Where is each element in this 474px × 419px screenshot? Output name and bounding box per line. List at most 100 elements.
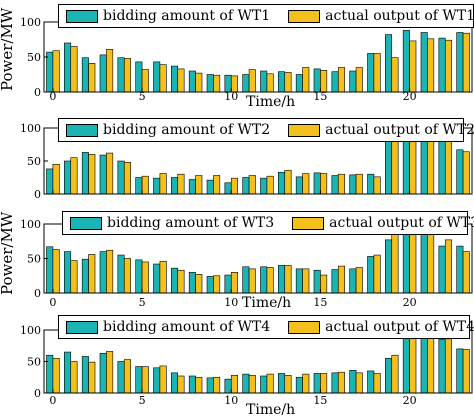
- bar-bidding-p4-h14: [295, 376, 303, 394]
- y-tick-label-p3-0: 0: [34, 287, 41, 300]
- bar-actual-p1-h0: [52, 50, 60, 93]
- bar-actual-p1-h22: [444, 39, 452, 93]
- x-tick-label-p4-20: 20: [403, 394, 417, 407]
- y-tick-label-p3-50: 50: [27, 253, 41, 266]
- bar-bidding-p2-h8: [188, 179, 196, 195]
- bar-actual-p1-h13: [284, 72, 292, 93]
- bar-actual-p1-h4: [123, 58, 131, 93]
- bar-bidding-p3-h1: [64, 251, 72, 294]
- bar-actual-p3-h15: [320, 274, 328, 294]
- bar-actual-p4-h11: [248, 375, 256, 394]
- bar-actual-p3-h10: [230, 271, 238, 294]
- bar-actual-p2-h21: [427, 132, 435, 195]
- bar-bidding-p2-h22: [438, 137, 446, 195]
- bar-actual-p1-h20: [409, 40, 417, 93]
- bar-actual-p2-h22: [444, 135, 452, 195]
- legend-label-bidding: bidding amount of WT1: [103, 8, 271, 24]
- bar-actual-p4-h1: [70, 361, 78, 394]
- bar-actual-p2-h12: [266, 175, 274, 195]
- bar-actual-p2-h1: [70, 157, 78, 195]
- bar-bidding-p2-h7: [171, 177, 179, 195]
- bar-actual-p3-h22: [444, 239, 452, 294]
- bar-bidding-p4-h5: [135, 366, 143, 394]
- bar-bidding-p2-h15: [313, 172, 321, 195]
- bar-bidding-p2-h4: [117, 160, 125, 195]
- bar-bidding-p1-h23: [456, 32, 464, 93]
- bar-bidding-p3-h5: [135, 259, 143, 294]
- bar-actual-p3-h21: [427, 230, 435, 294]
- bar-actual-p3-h0: [52, 249, 60, 294]
- bar-bidding-p2-h3: [99, 154, 107, 195]
- bar-bidding-p3-h21: [420, 228, 428, 294]
- bar-bidding-p1-h8: [188, 70, 196, 93]
- bar-bidding-p3-h13: [278, 265, 286, 294]
- bar-bidding-p1-h18: [367, 53, 375, 93]
- bar-bidding-p2-h13: [278, 171, 286, 195]
- x-tick-label-p1-15: 15: [313, 90, 327, 103]
- bar-bidding-p4-h6: [153, 367, 161, 394]
- legend-panel-2: bidding amount of WT2 actual output of W…: [58, 118, 474, 142]
- bar-actual-p4-h2: [88, 361, 96, 394]
- y-tick-label-p1-50: 50: [27, 51, 41, 64]
- bar-bidding-p1-h6: [153, 61, 161, 93]
- bar-actual-p2-h17: [355, 173, 363, 195]
- bar-actual-p4-h8: [195, 376, 203, 394]
- bar-bidding-p1-h15: [313, 68, 321, 93]
- bar-actual-p1-h16: [337, 67, 345, 93]
- bar-bidding-p2-h16: [331, 175, 339, 195]
- bar-bidding-p4-h11: [242, 373, 250, 394]
- legend-panel-3: bidding amount of WT3 actual output of W…: [62, 211, 474, 235]
- legend-swatch-actual: [288, 9, 321, 23]
- bar-actual-p3-h19: [391, 234, 399, 294]
- bar-bidding-p4-h13: [278, 373, 286, 394]
- bar-actual-p2-h9: [213, 175, 221, 195]
- bar-actual-p3-h12: [266, 267, 274, 294]
- bar-bidding-p4-h23: [456, 348, 464, 394]
- legend-panel-1: bidding amount of WT1 actual output of W…: [58, 4, 474, 28]
- y-axis-title-top: Power/MW: [0, 7, 16, 91]
- bar-actual-p2-h8: [195, 175, 203, 195]
- bar-actual-p1-h7: [177, 68, 185, 93]
- bar-bidding-p3-h11: [242, 266, 250, 294]
- bar-bidding-p3-h0: [46, 246, 54, 294]
- legend-label-actual: actual output of WT1: [325, 8, 474, 24]
- bar-bidding-p2-h5: [135, 177, 143, 195]
- bar-bidding-p3-h2: [81, 258, 89, 294]
- legend-label-bidding: bidding amount of WT2: [103, 122, 271, 138]
- y-tick-label-p2-50: 50: [27, 155, 41, 168]
- bar-bidding-p1-h0: [46, 51, 54, 93]
- y-tick-label-p1-100: 100: [20, 16, 41, 29]
- bar-actual-p3-h2: [88, 254, 96, 294]
- y-axis-title-bottom: Power/MW: [0, 211, 16, 295]
- bar-bidding-p2-h14: [295, 176, 303, 195]
- bar-actual-p2-h23: [462, 151, 470, 195]
- bar-bidding-p4-h3: [99, 353, 107, 394]
- bar-actual-p3-h5: [141, 261, 149, 294]
- bar-actual-p4-h3: [106, 351, 114, 394]
- bar-actual-p3-h17: [355, 267, 363, 294]
- bar-actual-p1-h8: [195, 72, 203, 93]
- bar-actual-p2-h2: [88, 154, 96, 195]
- bar-actual-p1-h15: [320, 70, 328, 93]
- bar-bidding-p2-h17: [349, 174, 357, 195]
- legend-swatch-bidding: [70, 216, 102, 230]
- x-tick-label-p1-20: 20: [403, 90, 417, 103]
- bar-bidding-p4-h17: [349, 370, 357, 394]
- bar-bidding-p2-h6: [153, 177, 161, 195]
- bar-actual-p1-h19: [391, 57, 399, 93]
- bar-bidding-p4-h16: [331, 372, 339, 394]
- bar-bidding-p4-h7: [171, 372, 179, 394]
- bar-bidding-p4-h15: [313, 373, 321, 394]
- bar-actual-p4-h22: [444, 338, 452, 394]
- bar-bidding-p3-h22: [438, 245, 446, 294]
- bar-actual-p1-h6: [159, 64, 167, 93]
- bar-actual-p2-h16: [337, 173, 345, 195]
- y-tick-label-p4-0: 0: [34, 387, 41, 400]
- y-tick-label-p3-100: 100: [20, 218, 41, 231]
- bar-bidding-p4-h4: [117, 361, 125, 394]
- bar-bidding-p2-h11: [242, 177, 250, 195]
- bar-actual-p4-h4: [123, 359, 131, 394]
- bar-actual-p3-h11: [248, 268, 256, 294]
- bar-actual-p4-h18: [373, 373, 381, 394]
